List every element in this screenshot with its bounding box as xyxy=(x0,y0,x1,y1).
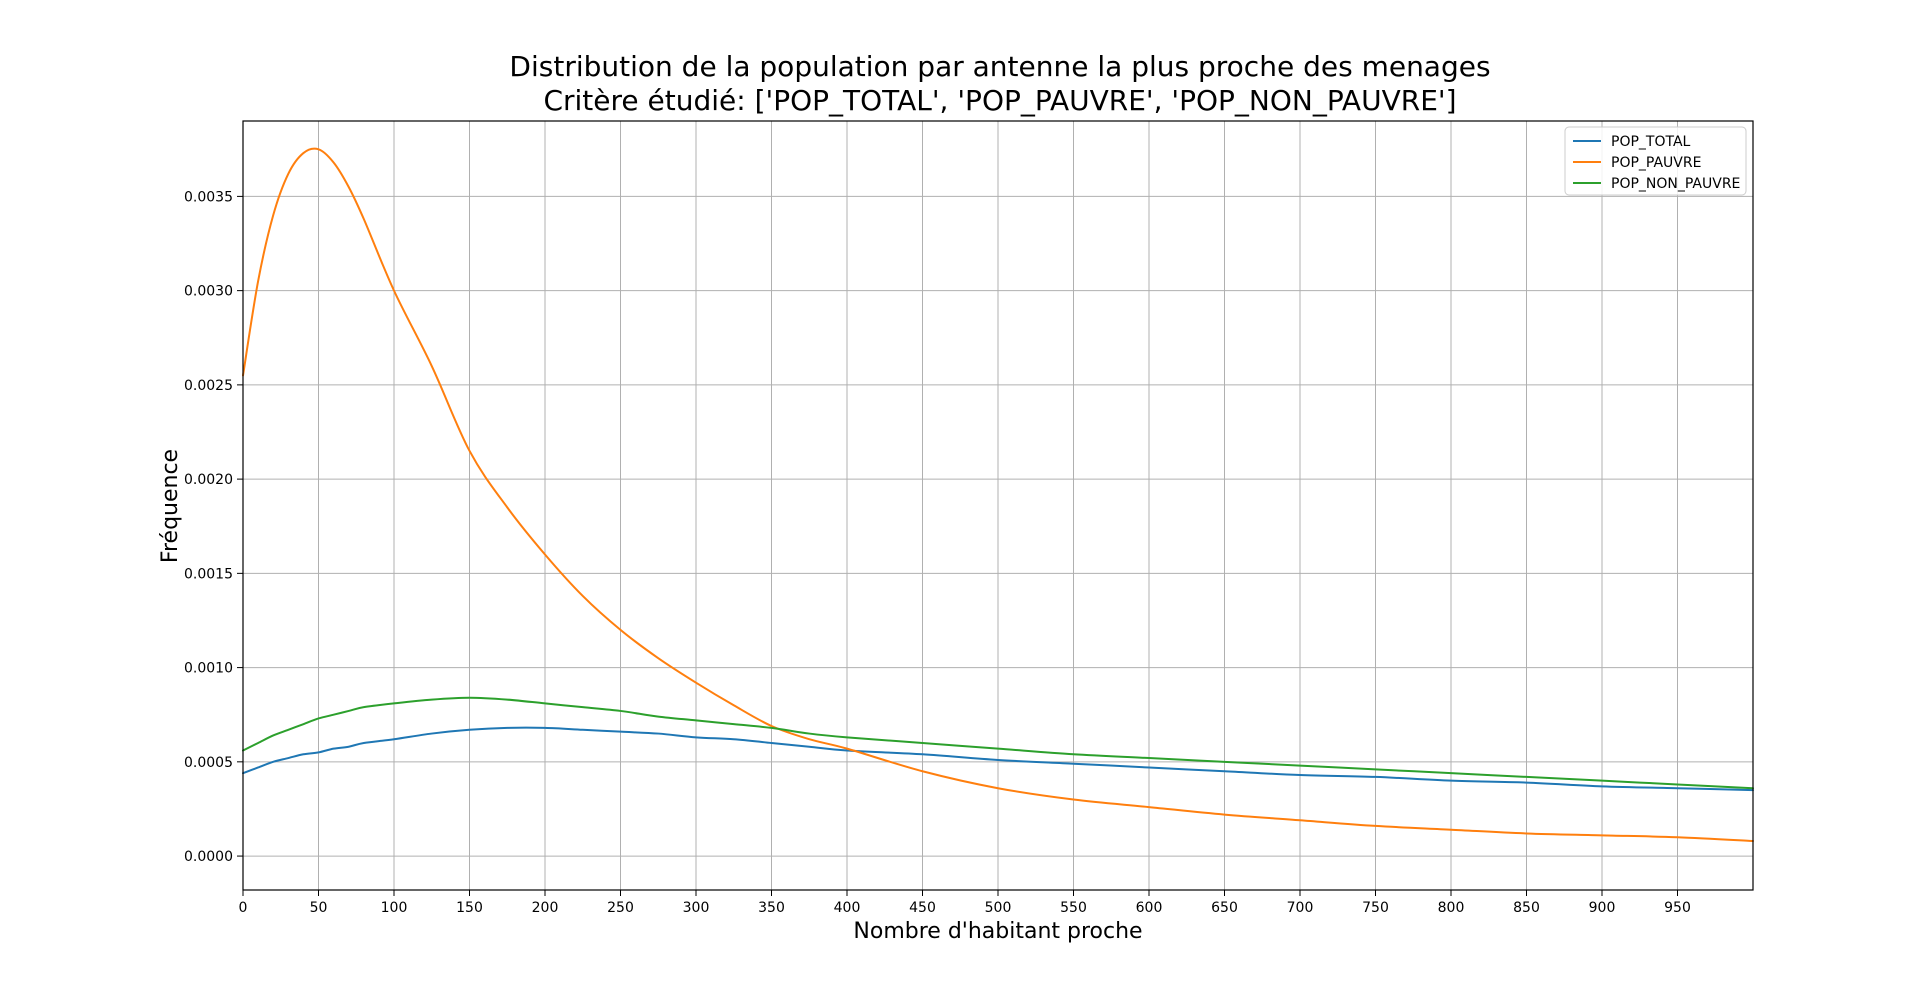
y-tick-label: 0.0030 xyxy=(184,284,233,300)
x-tick-label: 550 xyxy=(1060,900,1087,916)
y-tick-label: 0.0005 xyxy=(184,755,233,771)
y-tick-label: 0.0010 xyxy=(184,661,233,677)
x-tick-label: 900 xyxy=(1589,900,1616,916)
x-tick-label: 100 xyxy=(381,900,408,916)
x-tick-label: 250 xyxy=(607,900,634,916)
x-axis: 0 50 100 150 200 250 300 350 400 450 500 550 600 650 7… xyxy=(239,890,1691,916)
legend: POP_TOTAL POP_PAUVRE POP_NON_PAUVRE xyxy=(1564,126,1747,196)
x-tick-label: 700 xyxy=(1287,900,1314,916)
y-tick-label: 0.0020 xyxy=(184,472,233,488)
legend-entry: POP_TOTAL xyxy=(1611,134,1691,150)
x-tick-label: 450 xyxy=(909,900,936,916)
x-tick-label: 150 xyxy=(456,900,483,916)
legend-box xyxy=(1564,126,1747,196)
chart-title-line-2: Critère étudié: ['POP_TOTAL', 'POP_PAUVR… xyxy=(543,84,1456,117)
series-line-pop-non-pauvre xyxy=(242,696,1754,790)
x-tick-label: 400 xyxy=(834,900,861,916)
x-tick-label: 200 xyxy=(532,900,559,916)
y-tick-label: 0.0035 xyxy=(184,189,233,205)
x-tick-label: 850 xyxy=(1513,900,1540,916)
x-tick-label: 50 xyxy=(310,900,328,916)
y-tick-label: 0.0000 xyxy=(184,849,233,865)
series-line-pop-total xyxy=(242,726,1754,792)
x-tick-label: 500 xyxy=(985,900,1012,916)
x-tick-label: 0 xyxy=(239,900,248,916)
x-axis-label: Nombre d'habitant proche xyxy=(853,919,1142,944)
x-tick-label: 650 xyxy=(1211,900,1238,916)
x-tick-label: 300 xyxy=(683,900,710,916)
x-tick-label: 600 xyxy=(1136,900,1163,916)
x-tick-label: 800 xyxy=(1438,900,1465,916)
chart-title-line-1: Distribution de la population par antenn… xyxy=(509,50,1490,83)
grid xyxy=(242,121,1753,890)
legend-entry: POP_NON_PAUVRE xyxy=(1611,176,1740,192)
y-tick-label: 0.0025 xyxy=(184,378,233,394)
x-tick-label: 750 xyxy=(1362,900,1389,916)
x-tick-label: 950 xyxy=(1664,900,1691,916)
legend-entry: POP_PAUVRE xyxy=(1611,155,1701,171)
x-tick-label: 350 xyxy=(758,900,785,916)
series-lines xyxy=(242,147,1754,842)
y-tick-label: 0.0015 xyxy=(184,566,233,582)
series-line-pop-pauvre xyxy=(242,147,1754,842)
y-axis-label: Fréquence xyxy=(158,449,183,563)
y-axis: 0.0000 0.0005 0.0010 0.0015 0.0020 0.0025 0.00… xyxy=(184,189,243,865)
